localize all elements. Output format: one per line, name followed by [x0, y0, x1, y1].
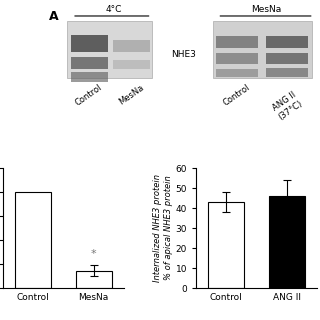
Bar	[68, 21, 152, 78]
Bar	[113, 60, 150, 69]
Bar	[216, 69, 258, 77]
Bar	[15, 192, 52, 288]
Y-axis label: Internalized NHE3 protein
% of apical NHE3 protein: Internalized NHE3 protein % of apical NH…	[154, 174, 173, 282]
Bar	[216, 36, 258, 48]
Text: *: *	[91, 249, 96, 259]
Text: Control: Control	[74, 83, 104, 108]
Bar	[113, 40, 150, 52]
Bar	[76, 271, 112, 288]
Text: NHE3: NHE3	[172, 50, 196, 59]
Text: ANG II
(37°C): ANG II (37°C)	[271, 90, 304, 122]
Bar	[267, 53, 308, 64]
Bar	[70, 72, 108, 82]
Bar	[70, 35, 108, 52]
Text: Control: Control	[222, 83, 252, 108]
Text: A: A	[49, 10, 59, 23]
Bar	[268, 196, 305, 288]
Bar	[208, 202, 244, 288]
Bar	[267, 68, 308, 77]
Text: 4°C: 4°C	[105, 4, 122, 13]
Text: MesNa: MesNa	[117, 83, 146, 107]
Bar	[216, 53, 258, 64]
Bar	[267, 36, 308, 48]
Bar	[213, 21, 312, 78]
Text: MesNa: MesNa	[251, 4, 282, 13]
Bar	[70, 57, 108, 69]
